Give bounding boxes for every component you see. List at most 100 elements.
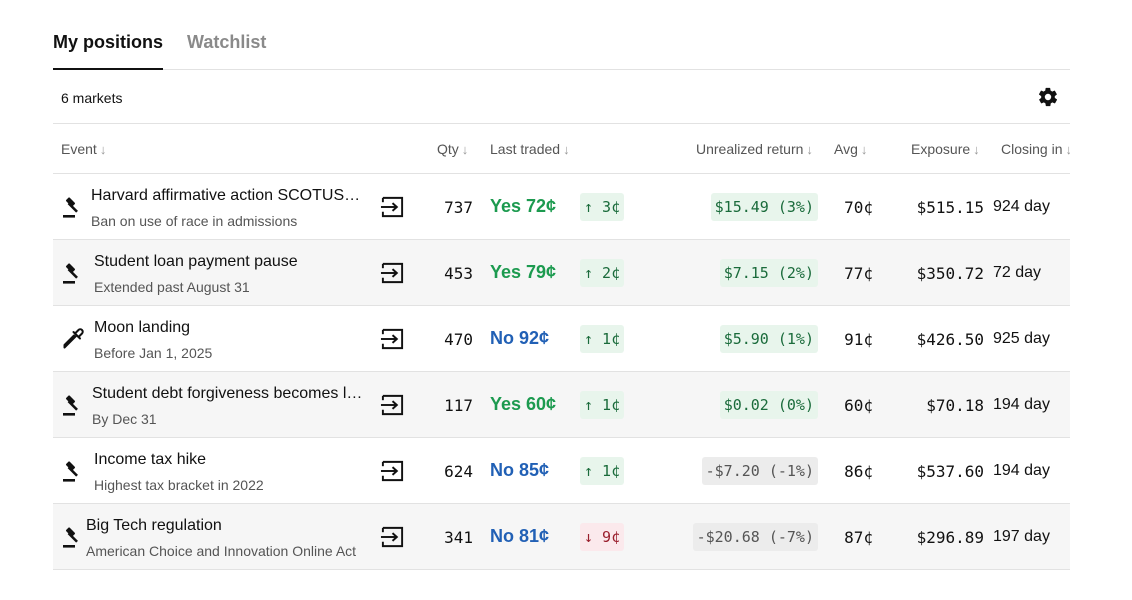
header-avg-label: Avg [834, 141, 858, 157]
table-row[interactable]: Student loan payment pause Extended past… [53, 240, 1070, 306]
active-tab-indicator [53, 68, 163, 70]
closing-in-value: 194 day [993, 462, 1050, 479]
sell-position-icon[interactable] [380, 195, 405, 219]
header-unrealized-return[interactable]: Unrealized return ↓ [696, 141, 813, 157]
event-subtitle: Extended past August 31 [94, 279, 250, 295]
event-title[interactable]: Income tax hike [94, 451, 207, 468]
header-exposure-label: Exposure [911, 141, 971, 157]
header-last-traded[interactable]: Last traded ↓ [490, 141, 570, 157]
event-title[interactable]: Moon landing [94, 319, 191, 336]
unrealized-return-badge: $15.49 (3%) [710, 193, 818, 221]
pipette-icon [63, 328, 84, 349]
header-closing-in[interactable]: Closing in ↓ [1001, 141, 1070, 157]
event-title[interactable]: Harvard affirmative action SCOTUS case [91, 187, 363, 204]
sell-position-icon[interactable] [380, 327, 405, 351]
avg-price: 77¢ [844, 264, 873, 283]
exposure-value: $537.60 [916, 462, 984, 481]
qty-value: 624 [444, 462, 473, 481]
header-qty[interactable]: Qty ↓ [437, 141, 468, 157]
sell-position-icon[interactable] [380, 459, 405, 483]
table-row[interactable]: Harvard affirmative action SCOTUS case B… [53, 174, 1070, 240]
tab-watchlist[interactable]: Watchlist [187, 32, 267, 52]
exposure-value: $350.72 [916, 264, 984, 283]
last-traded-price[interactable]: No 81¢ [490, 526, 550, 546]
market-count-bar: 6 markets [53, 70, 1070, 124]
avg-price: 86¢ [844, 462, 873, 481]
table-row[interactable]: Student debt forgiveness becomes law By … [53, 372, 1070, 438]
header-qty-label: Qty [437, 141, 459, 157]
header-exposure[interactable]: Exposure ↓ [911, 141, 980, 157]
qty-value: 117 [444, 396, 473, 415]
unrealized-return-badge: $7.15 (2%) [719, 259, 818, 287]
avg-price: 60¢ [844, 396, 873, 415]
sort-arrow-icon: ↓ [860, 142, 868, 157]
qty-value: 737 [444, 198, 473, 217]
positions-panel: My positions Watchlist 6 markets Event ↓ … [53, 0, 1070, 600]
header-closing-in-label: Closing in [1001, 141, 1063, 157]
closing-in-value: 925 day [993, 330, 1050, 347]
event-title[interactable]: Big Tech regulation [86, 517, 222, 534]
unrealized-return-badge: $5.90 (1%) [719, 325, 818, 353]
gavel-icon [63, 395, 78, 416]
market-count: 6 markets [61, 90, 123, 106]
price-change-badge: ↓ 9¢ [580, 523, 625, 551]
price-change-badge: ↑ 1¢ [580, 325, 625, 353]
closing-in-value: 924 day [993, 198, 1050, 215]
header-event[interactable]: Event ↓ [61, 141, 106, 157]
gavel-icon [63, 527, 78, 548]
sort-arrow-icon: ↓ [1065, 142, 1070, 157]
qty-value: 341 [444, 528, 473, 547]
last-traded-price[interactable]: Yes 60¢ [490, 394, 557, 414]
table-header: Event ↓ Qty ↓ Last traded ↓ Unrealized retu… [53, 124, 1070, 174]
qty-value: 470 [444, 330, 473, 349]
last-traded-price[interactable]: No 92¢ [490, 328, 550, 348]
event-title[interactable]: Student debt forgiveness becomes law [92, 385, 364, 402]
sell-position-icon[interactable] [380, 393, 405, 417]
event-subtitle: American Choice and Innovation Online Ac… [86, 543, 357, 559]
exposure-value: $515.15 [916, 198, 984, 217]
unrealized-return-badge: $0.02 (0%) [719, 391, 818, 419]
avg-price: 70¢ [844, 198, 873, 217]
last-traded-price[interactable]: Yes 72¢ [490, 196, 557, 216]
tab-bar: My positions Watchlist [53, 30, 1070, 70]
event-subtitle: Highest tax bracket in 2022 [94, 477, 264, 493]
sort-arrow-icon: ↓ [973, 142, 980, 157]
gear-icon[interactable] [1037, 86, 1059, 108]
last-traded-price[interactable]: No 85¢ [490, 460, 550, 480]
header-event-label: Event [61, 141, 97, 157]
unrealized-return-badge: -$20.68 (-7%) [692, 523, 818, 551]
gavel-icon [63, 461, 78, 482]
tab-my-positions[interactable]: My positions [53, 32, 164, 52]
sort-arrow-icon: ↓ [99, 142, 107, 157]
table-row[interactable]: Income tax hike Highest tax bracket in 2… [53, 438, 1070, 504]
header-last-traded-label: Last traded [490, 141, 561, 157]
exposure-value: $426.50 [916, 330, 984, 349]
price-change-badge: ↑ 1¢ [580, 391, 625, 419]
gavel-icon [63, 263, 78, 284]
exposure-value: $296.89 [916, 528, 984, 547]
event-subtitle: Before Jan 1, 2025 [94, 345, 213, 361]
gavel-icon [63, 197, 78, 218]
last-traded-price[interactable]: Yes 79¢ [490, 262, 557, 282]
sort-arrow-icon: ↓ [806, 142, 813, 157]
table-row[interactable]: Moon landing Before Jan 1, 2025 470 No 9… [53, 306, 1070, 372]
sell-position-icon[interactable] [380, 261, 405, 285]
exposure-value: $70.18 [926, 396, 984, 415]
sell-position-icon[interactable] [380, 525, 405, 549]
closing-in-value: 194 day [993, 396, 1050, 413]
avg-price: 87¢ [844, 528, 873, 547]
event-subtitle: By Dec 31 [92, 411, 157, 427]
unrealized-return-badge: -$7.20 (-1%) [701, 457, 818, 485]
price-change-badge: ↑ 1¢ [580, 457, 625, 485]
sort-arrow-icon: ↓ [563, 142, 570, 157]
positions-table: Harvard affirmative action SCOTUS case B… [53, 174, 1070, 570]
closing-in-value: 197 day [993, 528, 1050, 545]
header-unrealized-return-label: Unrealized return [696, 141, 804, 157]
sort-arrow-icon: ↓ [461, 142, 469, 157]
price-change-badge: ↑ 2¢ [580, 259, 625, 287]
event-title[interactable]: Student loan payment pause [94, 253, 298, 270]
closing-in-value: 72 day [993, 264, 1042, 281]
table-row[interactable]: Big Tech regulation American Choice and … [53, 504, 1070, 570]
event-subtitle: Ban on use of race in admissions [91, 213, 298, 229]
header-avg[interactable]: Avg ↓ [834, 141, 867, 157]
